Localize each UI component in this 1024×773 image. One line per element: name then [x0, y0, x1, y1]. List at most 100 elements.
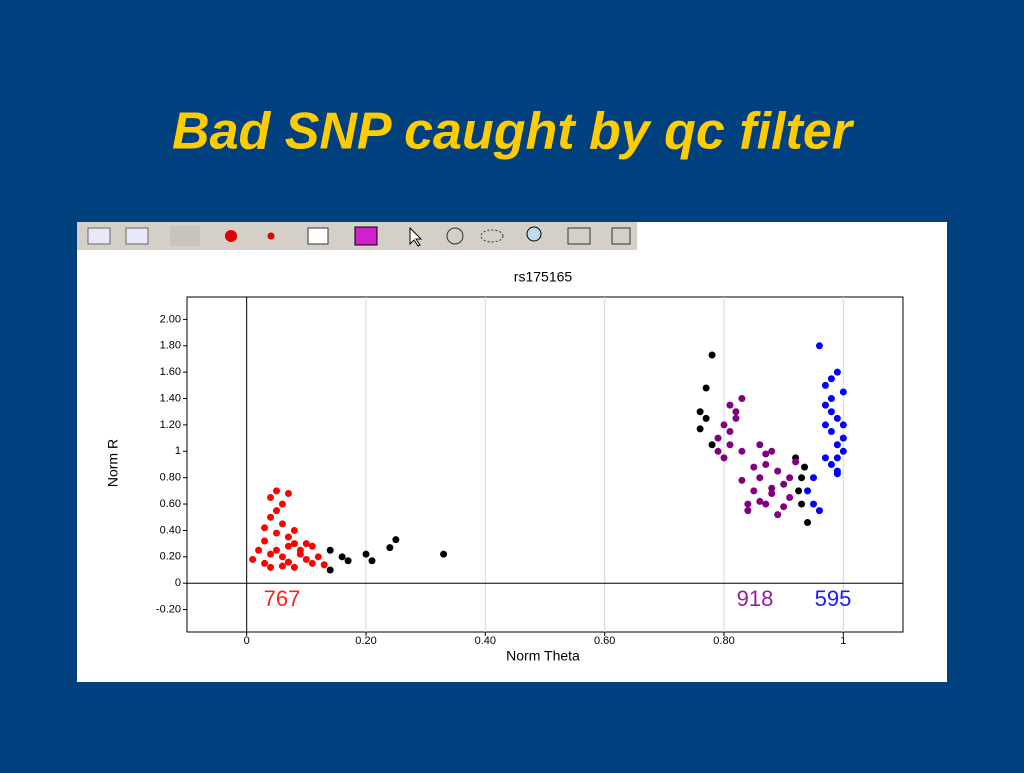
- point: [821, 454, 829, 462]
- point: [308, 559, 316, 567]
- x-axis-label: Norm Theta: [506, 648, 580, 664]
- point: [768, 484, 776, 492]
- point: [821, 381, 829, 389]
- point: [320, 561, 328, 569]
- point: [827, 461, 835, 468]
- point: [278, 500, 286, 508]
- point: [762, 450, 770, 458]
- y-tick-label: 1.60: [160, 366, 181, 378]
- y-tick-label: 0.80: [160, 472, 181, 484]
- tool-icon[interactable]: [354, 226, 378, 246]
- tool-icon[interactable]: [480, 229, 504, 243]
- tool-icon[interactable]: [526, 226, 542, 242]
- chart-title: rs175165: [514, 269, 573, 285]
- point: [368, 557, 376, 565]
- tool-icon[interactable]: [87, 227, 111, 245]
- x-tick-label: 0.40: [475, 635, 496, 647]
- tool-icon[interactable]: [567, 227, 591, 245]
- point: [815, 342, 823, 350]
- y-tick-label: 1.40: [160, 392, 181, 404]
- tool-icon[interactable]: [170, 226, 200, 246]
- y-axis-label: Norm R: [105, 439, 121, 487]
- point: [839, 388, 847, 396]
- cluster-count: 767: [264, 586, 301, 611]
- point: [780, 480, 788, 488]
- point: [833, 414, 841, 422]
- point: [702, 414, 710, 422]
- point: [762, 500, 770, 508]
- point: [786, 493, 794, 501]
- point: [833, 441, 841, 449]
- y-tick-label: 0.60: [160, 498, 181, 510]
- point: [386, 544, 394, 552]
- point: [314, 553, 322, 561]
- point: [308, 542, 316, 550]
- point: [302, 540, 310, 548]
- point: [273, 546, 280, 554]
- tool-icon[interactable]: [125, 227, 149, 245]
- y-tick-label: 1: [175, 445, 181, 457]
- point: [792, 458, 800, 466]
- point: [261, 559, 269, 567]
- point: [738, 476, 746, 484]
- point: [744, 500, 752, 508]
- point: [273, 487, 280, 495]
- point: [786, 474, 794, 482]
- y-tick-label: 0.20: [160, 551, 181, 563]
- point: [798, 500, 806, 508]
- point: [839, 434, 847, 442]
- tool-icon[interactable]: [446, 227, 464, 245]
- slide-title: Bad SNP caught by qc filter: [172, 103, 855, 161]
- x-tick-label: 0: [244, 635, 250, 647]
- point: [702, 384, 710, 392]
- point: [696, 425, 704, 433]
- point: [738, 395, 746, 403]
- point: [392, 536, 400, 544]
- tool-icon[interactable]: [611, 227, 631, 245]
- point: [696, 408, 704, 416]
- point: [795, 487, 803, 495]
- point: [804, 519, 812, 527]
- point: [338, 553, 346, 561]
- point: [726, 441, 734, 449]
- point: [278, 553, 286, 561]
- point: [261, 537, 269, 545]
- point: [839, 421, 847, 429]
- y-tick-label: 0.40: [160, 524, 181, 536]
- point: [326, 546, 334, 554]
- point: [774, 511, 782, 519]
- point: [833, 470, 841, 478]
- point: [726, 428, 734, 436]
- point: [278, 562, 286, 570]
- plot-frame: [186, 296, 904, 633]
- point: [278, 520, 286, 528]
- point: [284, 542, 292, 550]
- point: [804, 487, 812, 495]
- point: [827, 428, 835, 436]
- x-tick-label: 0.80: [713, 635, 734, 647]
- point: [798, 474, 806, 482]
- x-tick-label: 1: [840, 635, 846, 647]
- tool-icon[interactable]: [409, 226, 423, 247]
- tool-icon[interactable]: [267, 232, 275, 240]
- point: [774, 467, 782, 475]
- point: [326, 566, 334, 574]
- cluster-count: 918: [737, 586, 774, 611]
- point: [750, 487, 758, 495]
- point: [273, 529, 280, 537]
- point: [726, 401, 734, 409]
- point: [756, 441, 764, 449]
- point: [261, 524, 269, 532]
- tool-icon[interactable]: [225, 230, 237, 242]
- tool-icon[interactable]: [307, 227, 329, 245]
- point: [362, 550, 370, 558]
- point: [267, 550, 275, 558]
- y-tick-label: -0.20: [156, 603, 181, 615]
- point: [827, 375, 835, 383]
- point: [249, 555, 257, 563]
- point: [708, 441, 716, 449]
- toolbar-icons: [87, 226, 631, 247]
- point: [714, 447, 722, 455]
